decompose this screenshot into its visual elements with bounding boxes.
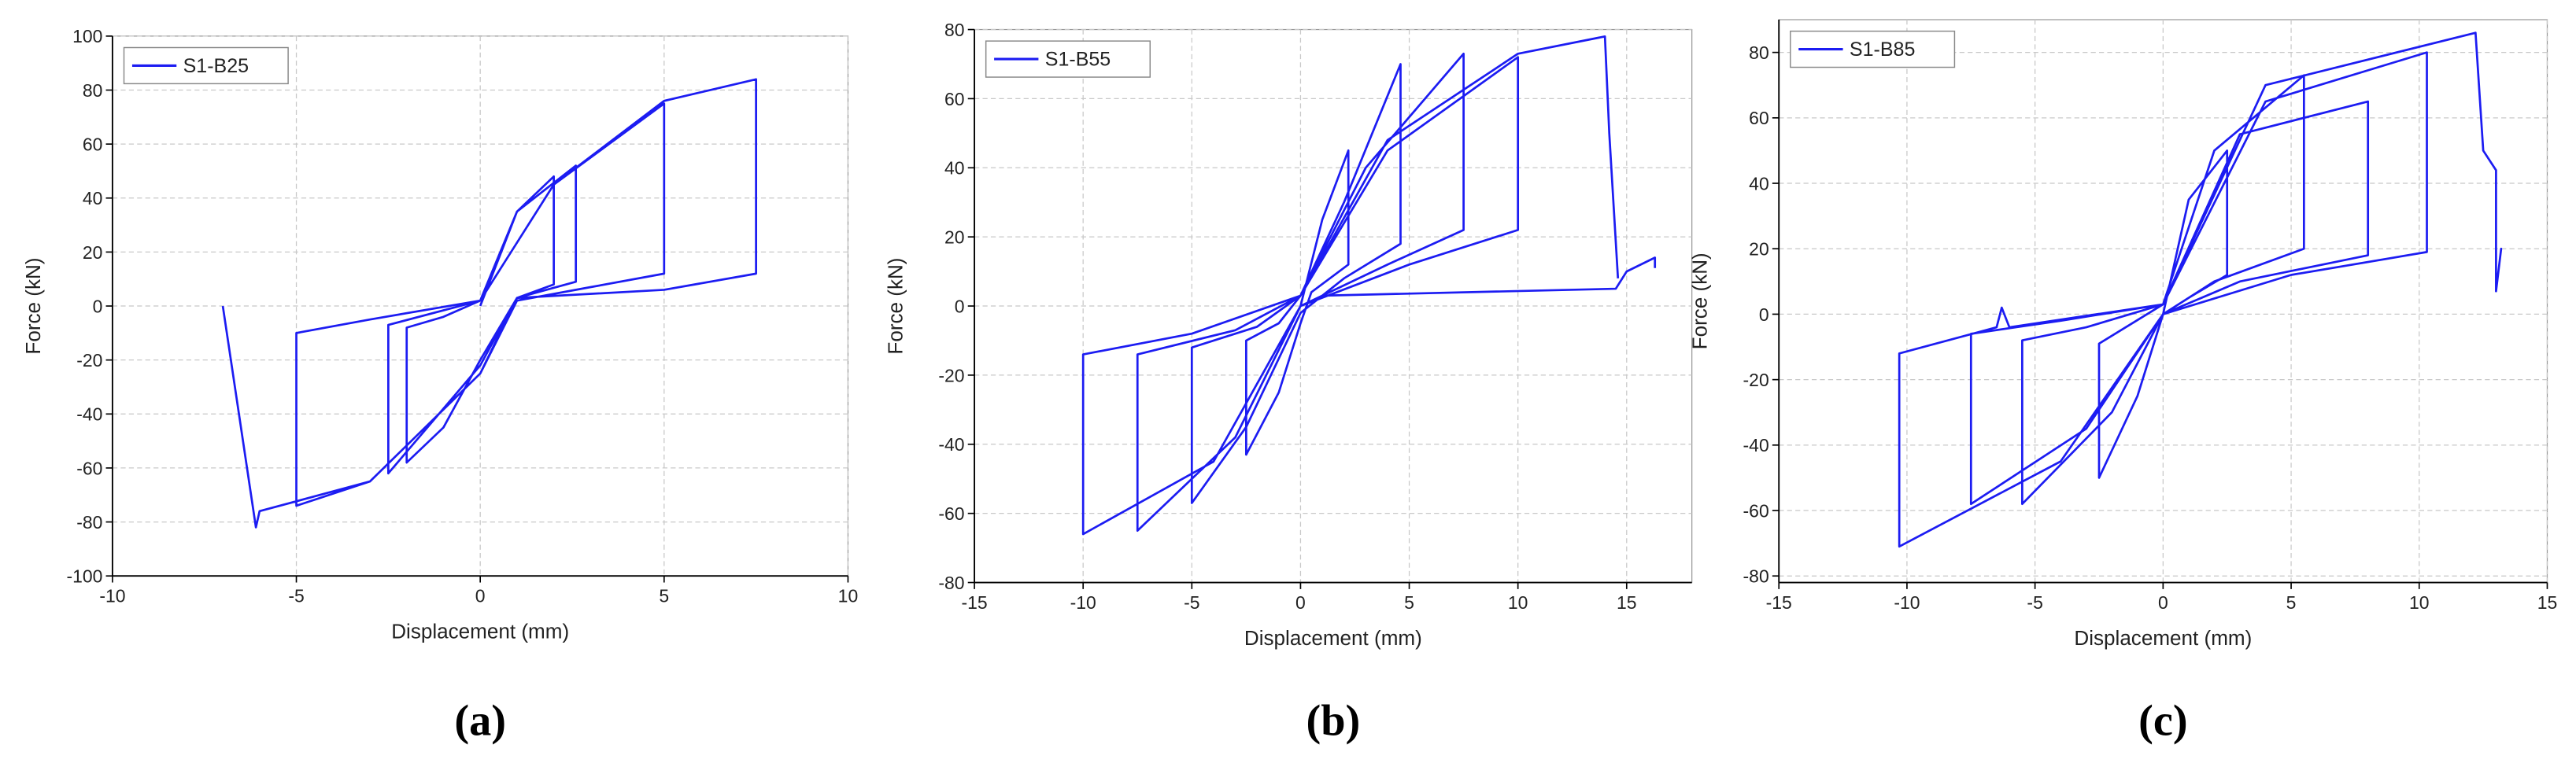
y-tick-label: -60 (76, 458, 102, 478)
x-tick-label: -10 (1070, 592, 1096, 613)
y-tick-label: -100 (66, 566, 102, 587)
x-axis-title: Displacement (mm) (1244, 626, 1422, 650)
x-tick-label: -5 (2027, 592, 2042, 613)
x-tick-label: 5 (659, 586, 669, 606)
y-tick-label: 60 (944, 89, 965, 109)
x-tick-label: 5 (2286, 592, 2297, 613)
x-tick-label: 0 (1295, 592, 1306, 613)
y-tick-label: 100 (72, 26, 102, 46)
x-tick-label: -15 (961, 592, 987, 613)
x-tick-label: 5 (1404, 592, 1414, 613)
panel-caption: (c) (2138, 697, 2188, 746)
x-tick-label: 15 (1617, 592, 1637, 613)
y-tick-label: 40 (83, 188, 103, 208)
y-tick-label: -80 (76, 512, 102, 533)
x-tick-label: 10 (838, 586, 859, 606)
data-line (221, 78, 757, 529)
x-tick-label: 0 (2158, 592, 2168, 613)
legend-label: S1-B25 (183, 55, 249, 77)
x-tick-label: 10 (1508, 592, 1528, 613)
y-tick-label: 20 (83, 242, 103, 263)
x-tick-label: 10 (2409, 592, 2430, 613)
panel: -15 -10 -5 0 5 10 15 -80 -60 -40 -20 0 20 40 60 80 Displ… (883, 20, 1693, 746)
y-axis-title: Force (kN) (21, 258, 45, 355)
y-tick-label: 40 (1749, 173, 1769, 194)
y-tick-label: -60 (938, 503, 964, 524)
y-tick-label: -40 (938, 434, 964, 455)
x-axis-title: Displacement (mm) (391, 619, 569, 643)
y-tick-label: -20 (938, 365, 964, 385)
x-tick-label: -10 (1894, 592, 1920, 613)
y-tick-label: 60 (1749, 108, 1769, 128)
y-tick-label: -40 (1743, 435, 1769, 455)
y-tick-label: 0 (955, 296, 965, 316)
legend-label: S1-B85 (1850, 39, 1915, 61)
x-tick-label: -15 (1766, 592, 1792, 613)
y-tick-label: 40 (944, 158, 965, 179)
y-tick-label: 0 (93, 296, 103, 316)
y-axis-title: Force (kN) (1687, 252, 1711, 349)
y-tick-label: -40 (76, 404, 102, 425)
y-tick-label: 60 (83, 134, 103, 154)
x-tick-label: -5 (288, 586, 304, 606)
y-axis-title: Force (kN) (883, 258, 907, 355)
x-tick-label: -5 (1184, 592, 1199, 613)
x-tick-label: 0 (475, 586, 486, 606)
y-tick-label: -60 (1743, 500, 1769, 521)
x-tick-label: 15 (2537, 592, 2558, 613)
y-tick-label: 80 (83, 80, 103, 101)
panel: -15 -10 -5 0 5 10 15 -80 -60 -40 -20 0 20 40 60 80 Displ… (1687, 19, 2558, 746)
panel-caption: (b) (1306, 697, 1360, 746)
data-line (1898, 31, 2503, 548)
y-tick-label: -20 (1743, 370, 1769, 390)
legend-label: S1-B55 (1045, 48, 1111, 70)
y-tick-label: -80 (1743, 566, 1769, 587)
y-tick-label: 80 (1749, 42, 1769, 63)
y-tick-label: 80 (944, 20, 965, 40)
x-tick-label: -10 (99, 586, 125, 606)
y-tick-label: 0 (1759, 304, 1769, 325)
y-tick-label: 20 (1749, 239, 1769, 260)
y-tick-label: -20 (76, 350, 102, 370)
y-tick-label: 20 (944, 227, 965, 248)
panel: -10 -5 0 5 10 -100 -80 -60 -40 -20 0 20 40 60 80 100 Dis… (21, 26, 858, 745)
y-tick-label: -80 (938, 573, 964, 593)
panel-caption: (a) (454, 697, 506, 746)
x-axis-title: Displacement (mm) (2074, 626, 2252, 650)
data-line (1081, 35, 1657, 536)
